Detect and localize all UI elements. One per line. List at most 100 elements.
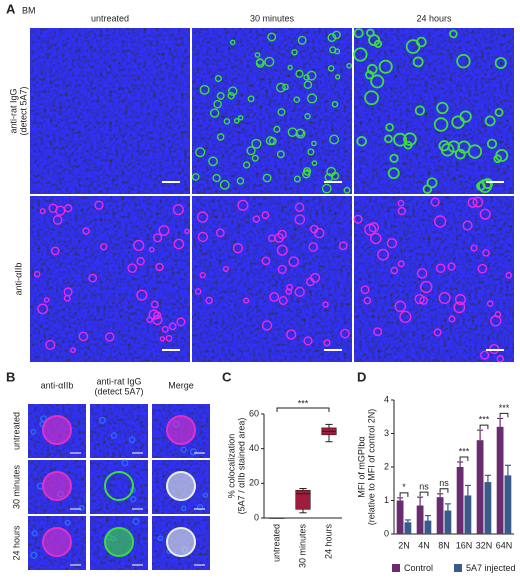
- row-label: anti-αIIb: [13, 263, 23, 296]
- cell: [237, 114, 244, 121]
- cell: [440, 143, 455, 157]
- cell: [384, 134, 393, 144]
- cell: [285, 288, 292, 295]
- cell: [277, 229, 287, 240]
- cell: [155, 262, 164, 272]
- cell: [191, 172, 200, 181]
- box: [295, 489, 311, 510]
- cell: [78, 505, 85, 511]
- micrograph: [28, 460, 86, 514]
- cell: [291, 49, 298, 56]
- panel-label: A: [6, 1, 16, 16]
- cell: [412, 56, 424, 68]
- cell: [303, 336, 313, 346]
- cell: [243, 297, 250, 304]
- cell: [39, 208, 46, 215]
- cell: [385, 123, 394, 132]
- cell: [459, 110, 472, 123]
- cell: [311, 140, 317, 147]
- cell: [303, 74, 310, 81]
- cell: [176, 317, 186, 327]
- cell: [294, 202, 305, 213]
- cell: [184, 228, 190, 235]
- cell: [208, 156, 218, 167]
- tissue-label: BM: [22, 5, 36, 15]
- cell: [377, 248, 389, 261]
- cell: [321, 183, 332, 194]
- legend-swatch: [454, 564, 462, 572]
- micrograph: [90, 516, 148, 570]
- cell: [136, 289, 148, 301]
- cell: [100, 243, 108, 251]
- cell: [405, 39, 421, 54]
- significance-bracket: [399, 492, 409, 497]
- significance-label: ns: [439, 478, 449, 488]
- cell: [416, 268, 428, 279]
- cell: [467, 197, 478, 208]
- y-axis-label: % colocalization: [226, 434, 236, 499]
- cell: [433, 328, 442, 337]
- cell: [397, 199, 405, 207]
- cell: [166, 415, 196, 445]
- cell: [153, 311, 162, 320]
- significance-label: ***: [479, 415, 490, 425]
- cell: [286, 329, 297, 340]
- cell: [232, 242, 244, 254]
- cell: [228, 86, 238, 96]
- row-label: (detect 5A7): [18, 86, 28, 135]
- cell: [414, 294, 425, 305]
- cell: [343, 186, 351, 194]
- cell: [252, 215, 261, 223]
- cell: [282, 83, 289, 91]
- cell: [199, 271, 206, 279]
- cell: [216, 91, 225, 100]
- nuclei-stain: [90, 404, 148, 458]
- cell: [480, 350, 490, 360]
- bar: [476, 440, 484, 534]
- cell: [194, 288, 202, 295]
- x-tick-label: 16N: [456, 540, 473, 550]
- y-axis-label: (5A7 / αIIb stained area): [236, 418, 246, 515]
- cell: [276, 150, 285, 159]
- micrograph: [353, 196, 514, 363]
- nuclei-stain: [354, 28, 514, 194]
- cell: [150, 300, 159, 309]
- significance-bracket: [276, 407, 330, 412]
- cell: [121, 459, 129, 467]
- bar: [396, 500, 404, 534]
- cell: [496, 355, 504, 363]
- cell: [136, 256, 145, 266]
- cell: [45, 339, 56, 351]
- cell: [195, 147, 206, 158]
- bar: [464, 495, 472, 534]
- cell: [265, 136, 275, 146]
- y-tick-label: 4: [384, 394, 389, 404]
- cell: [294, 214, 306, 225]
- cell: [168, 322, 177, 331]
- micrograph: [30, 28, 190, 194]
- micrograph: [152, 404, 210, 458]
- cell: [94, 200, 104, 210]
- cell: [334, 48, 341, 55]
- cell: [237, 199, 249, 211]
- cell: [334, 74, 341, 80]
- significance-bracket: [499, 412, 509, 418]
- significance-label: ***: [499, 403, 510, 413]
- cell: [110, 432, 118, 439]
- column-header: anti-rat IgG: [96, 376, 141, 386]
- cell: [196, 211, 209, 223]
- cell: [205, 296, 214, 305]
- significance-label: ***: [459, 446, 470, 456]
- cell: [264, 56, 275, 67]
- significance-bracket: [419, 491, 429, 497]
- cell: [78, 331, 89, 342]
- cell: [326, 166, 337, 177]
- significance-label: ns: [419, 482, 429, 492]
- cell: [505, 271, 513, 279]
- cell: [311, 160, 318, 167]
- cell: [293, 96, 300, 103]
- cell: [370, 232, 382, 245]
- cell: [493, 154, 502, 164]
- cell: [166, 471, 196, 501]
- cell: [275, 82, 286, 93]
